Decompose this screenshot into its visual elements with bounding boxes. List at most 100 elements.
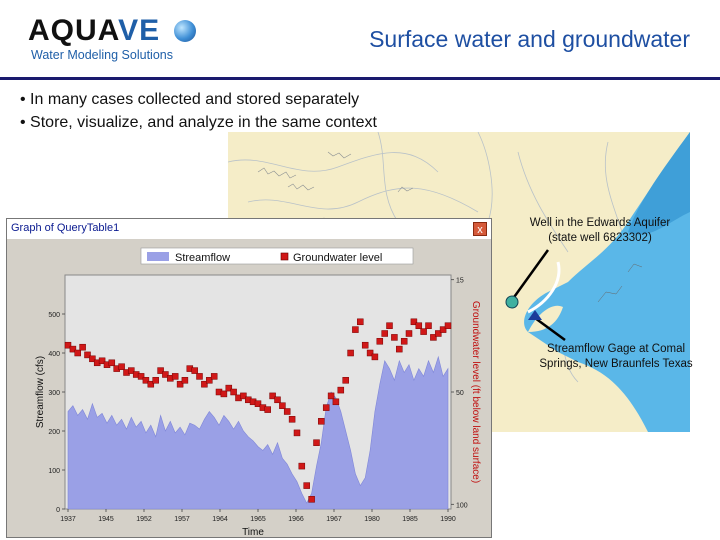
groundwater-point [137,373,145,380]
groundwater-point [108,359,116,367]
groundwater-point [376,338,384,345]
groundwater-point [201,380,208,388]
y2-tick-label: 15 [456,278,464,285]
logo-tagline: Water Modeling Solutions [31,48,173,62]
groundwater-point [400,338,408,345]
groundwater-point [391,334,398,341]
legend-label-streamflow: Streamflow [175,252,230,264]
groundwater-point [176,380,184,388]
gage-pointer-line [534,316,566,342]
groundwater-point [128,367,135,374]
groundwater-point [157,367,164,374]
groundwater-point [254,400,262,407]
y-tick-label: 400 [48,351,60,358]
y-axis-label: Streamflow (cfs) [35,356,46,428]
groundwater-point [269,392,276,400]
groundwater-point [420,328,427,335]
groundwater-point [98,357,106,365]
groundwater-point [303,482,310,489]
legend-label-groundwater: Groundwater level [293,252,382,264]
y-tick-label: 300 [48,390,60,397]
bullet-list: • In many cases collected and stored sep… [20,88,377,134]
groundwater-point [181,377,189,384]
well-label-line1: Well in the Edwards Aquifer [529,217,671,229]
x-tick-label: 1985 [402,516,418,523]
logo-globe-icon [174,20,196,42]
well-marker-icon [505,295,519,309]
chart: Streamflow Groundwater level 0 100 200 300 4… [7,239,491,537]
legend-swatch-streamflow [147,252,169,261]
gage-marker-icon [528,310,542,320]
graph-window[interactable]: Graph of QueryTable1 x Streamflow Ground… [6,218,492,538]
y2-tick-label: 100 [456,502,468,509]
groundwater-point [74,349,81,357]
x-tick-label: 1945 [98,516,114,523]
groundwater-point [430,334,437,341]
slide-title: Surface water and groundwater [369,26,690,52]
groundwater-point [79,343,86,351]
groundwater-point [298,462,306,470]
groundwater-point [283,408,291,415]
groundwater-point [332,398,340,406]
title-divider [0,77,720,80]
groundwater-point [191,367,198,374]
well-label-line2: (state well 6823302) [548,232,652,244]
groundwater-point [410,318,418,326]
window-titlebar[interactable]: Graph of QueryTable1 x [7,219,491,239]
x-tick-label: 1964 [212,516,228,523]
groundwater-point [396,345,403,353]
y2-tick-label: 50 [456,390,464,397]
groundwater-point [142,377,150,384]
groundwater-point [240,392,247,400]
groundwater-point [318,418,325,425]
streamflow-area [67,355,449,510]
groundwater-point [64,341,72,349]
groundwater-point [84,351,91,359]
groundwater-point [352,326,359,333]
logo-wordmark: AQUAVE [28,14,160,48]
groundwater-point [196,373,203,380]
x-tick-label: 1957 [174,516,190,523]
well-pointer-line [510,249,550,301]
groundwater-point [415,322,423,329]
logo-word-main: AQUA [28,14,119,47]
groundwater-point [371,353,379,361]
groundwater-point [357,318,364,326]
groundwater-point [274,396,281,404]
groundwater-point [337,386,345,394]
window-title: Graph of QueryTable1 [11,222,120,234]
groundwater-point [308,496,315,503]
groundwater-point [361,341,369,349]
x-tick-label: 1965 [250,516,266,523]
y-tick-label: 500 [48,312,60,319]
groundwater-point [342,377,349,384]
groundwater-point [444,322,452,329]
groundwater-point [118,363,125,370]
close-icon[interactable]: x [473,222,487,236]
x-tick-label: 1952 [136,516,152,523]
bullet-item: • Store, visualize, and analyze in the s… [20,114,377,131]
groundwater-point [89,355,96,363]
groundwater-point [210,373,218,380]
groundwater-point [230,388,237,396]
groundwater-point [264,406,271,413]
groundwater-point [425,322,432,329]
groundwater-point [220,390,228,398]
gage-annotation: Streamflow Gage at Comal Springs, New Br… [526,342,706,372]
y-tick-label: 0 [56,507,60,514]
groundwater-point [293,429,301,437]
groundwater-point [279,402,286,409]
groundwater-point [322,404,330,411]
x-tick-label: 1990 [440,516,456,523]
logo-word-accent: VE [118,14,161,47]
groundwater-point [405,330,413,337]
groundwater-point [313,439,320,446]
groundwater-point [439,326,447,333]
y2-axis-label: Groundwater level (ft below land surface… [470,301,481,483]
groundwater-point [347,349,354,357]
x-tick-label: 1966 [288,516,304,523]
legend-swatch-groundwater [280,252,289,261]
gage-label-line1: Streamflow Gage at Comal [546,343,686,355]
x-tick-label: 1967 [326,516,342,523]
gage-label-line2: Springs, New Braunfels Texas [539,358,693,370]
